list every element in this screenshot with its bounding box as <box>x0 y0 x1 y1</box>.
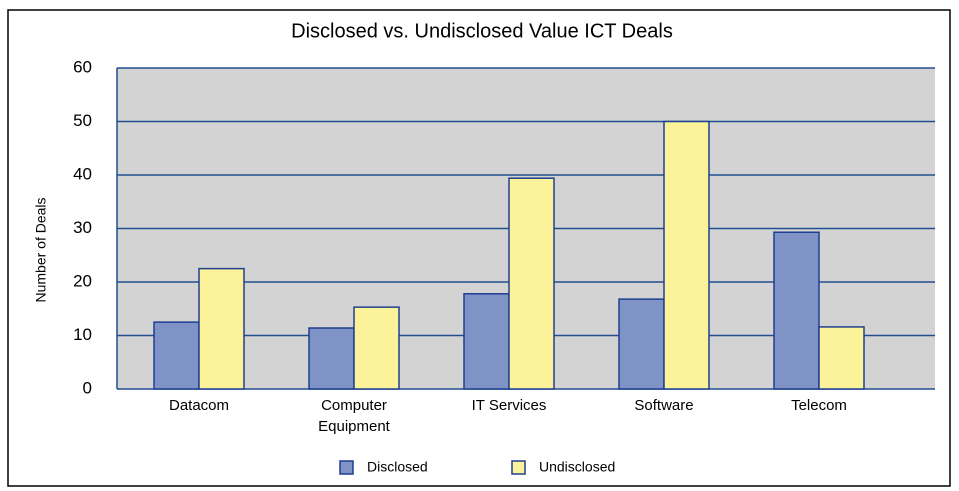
y-tick-label: 0 <box>83 378 92 397</box>
bar <box>308 327 355 390</box>
legend-swatch <box>511 460 526 475</box>
bar <box>463 293 510 390</box>
bar <box>508 177 555 390</box>
y-tick-label: 10 <box>73 325 92 344</box>
bar <box>618 298 665 390</box>
x-tick-label: Computer Equipment <box>318 397 390 435</box>
legend-swatch <box>339 460 354 475</box>
x-tick-label: Software <box>634 397 694 414</box>
legend-label: Disclosed <box>367 459 428 475</box>
bar <box>773 231 820 390</box>
y-axis-label: Number of Deals <box>33 197 49 302</box>
y-tick-label: 40 <box>73 164 92 183</box>
x-tick-label: IT Services <box>471 397 547 414</box>
bar <box>353 306 400 390</box>
y-tick-label: 20 <box>73 271 92 290</box>
legend-label: Undisclosed <box>539 459 615 475</box>
x-tick-label: Datacom <box>168 397 230 414</box>
x-tick-label: Telecom <box>791 397 847 414</box>
y-tick-label: 30 <box>73 218 92 237</box>
y-tick-label: 50 <box>73 111 92 130</box>
bar <box>153 321 200 390</box>
bar <box>818 326 865 390</box>
bar <box>663 120 710 390</box>
bar <box>198 267 245 390</box>
chart-title: Disclosed vs. Undisclosed Value ICT Deal… <box>291 20 673 42</box>
y-tick-label: 60 <box>73 57 92 76</box>
